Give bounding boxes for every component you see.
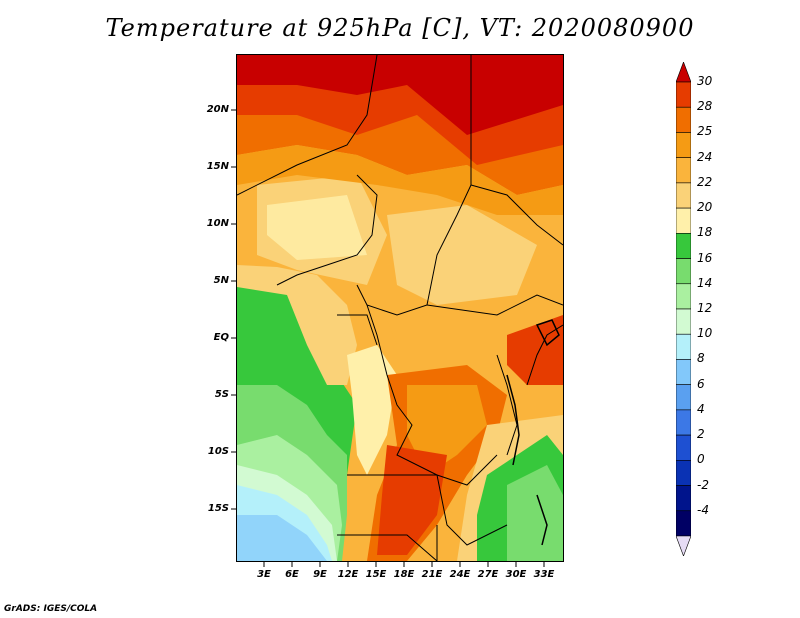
lat-label: 10N — [206, 218, 229, 229]
colorbar-segment — [676, 308, 691, 335]
colorbar-label: 12 — [697, 301, 713, 315]
lon-label: 27E — [477, 569, 499, 580]
colorbar-label: 6 — [697, 376, 705, 391]
lon-label: 24E — [449, 569, 471, 580]
lon-label: 33E — [533, 569, 555, 580]
lat-label: 15N — [206, 161, 229, 172]
colorbar-label: 20 — [697, 200, 713, 215]
colorbar-label: 28 — [697, 99, 713, 114]
colorbar-label: 16 — [697, 250, 713, 265]
colorbar-segment — [676, 535, 691, 556]
colorbar-segment — [676, 409, 691, 436]
colorbar — [676, 62, 691, 556]
lat-label: 5N — [213, 275, 229, 286]
colorbar-label: -2 — [697, 477, 709, 492]
colorbar-label: 18 — [697, 225, 713, 240]
lon-label: 6E — [285, 569, 299, 580]
colorbar-label: 22 — [697, 174, 713, 189]
lat-label: 5S — [214, 389, 229, 400]
lon-label: 3E — [257, 569, 271, 580]
colorbar-segment — [676, 359, 691, 385]
lon-label: 9E — [313, 569, 327, 580]
colorbar-segment — [676, 485, 691, 512]
colorbar-segment — [676, 106, 691, 133]
colorbar-segment — [676, 207, 691, 234]
colorbar-segment — [676, 182, 691, 209]
colorbar-label: 10 — [697, 326, 713, 341]
colorbar-label: 4 — [697, 401, 705, 416]
map-title: Temperature at 925hPa [C], VT: 202008090… — [105, 14, 695, 42]
colorbar-label: 25 — [697, 124, 713, 139]
colorbar-label: 14 — [697, 275, 713, 290]
colorbar-segment — [676, 434, 691, 461]
colorbar-segment — [676, 283, 691, 310]
colorbar-label: -4 — [697, 502, 709, 517]
colorbar-label: 30 — [697, 74, 713, 88]
colorbar-segment — [676, 62, 691, 83]
lat-label: 15S — [207, 503, 229, 514]
colorbar-segment — [676, 258, 691, 285]
colorbar-label: 24 — [697, 149, 713, 164]
temperature-field — [237, 55, 563, 561]
colorbar-label: 2 — [697, 427, 705, 442]
colorbar-segment — [676, 384, 691, 411]
lat-label: 20N — [206, 104, 229, 115]
colorbar-label: 8 — [697, 351, 705, 366]
lon-label: 12E — [337, 569, 359, 580]
colorbar-segment — [676, 157, 691, 184]
colorbar-segment — [676, 81, 691, 108]
colorbar-segment — [676, 333, 691, 360]
colorbar-segment — [676, 510, 691, 537]
lon-label: 30E — [505, 569, 527, 580]
colorbar-segment — [676, 132, 691, 158]
lat-label: 10S — [207, 446, 229, 457]
temperature-map — [236, 54, 564, 562]
colorbar-segment — [676, 233, 691, 259]
lon-label: 21E — [421, 569, 443, 580]
lat-label: EQ — [213, 332, 229, 343]
lon-label: 18E — [393, 569, 415, 580]
colorbar-segment — [676, 460, 691, 486]
footer-credit: GrADS: IGES/COLA — [4, 604, 98, 614]
colorbar-label: 0 — [697, 452, 705, 467]
lon-label: 15E — [365, 569, 387, 580]
